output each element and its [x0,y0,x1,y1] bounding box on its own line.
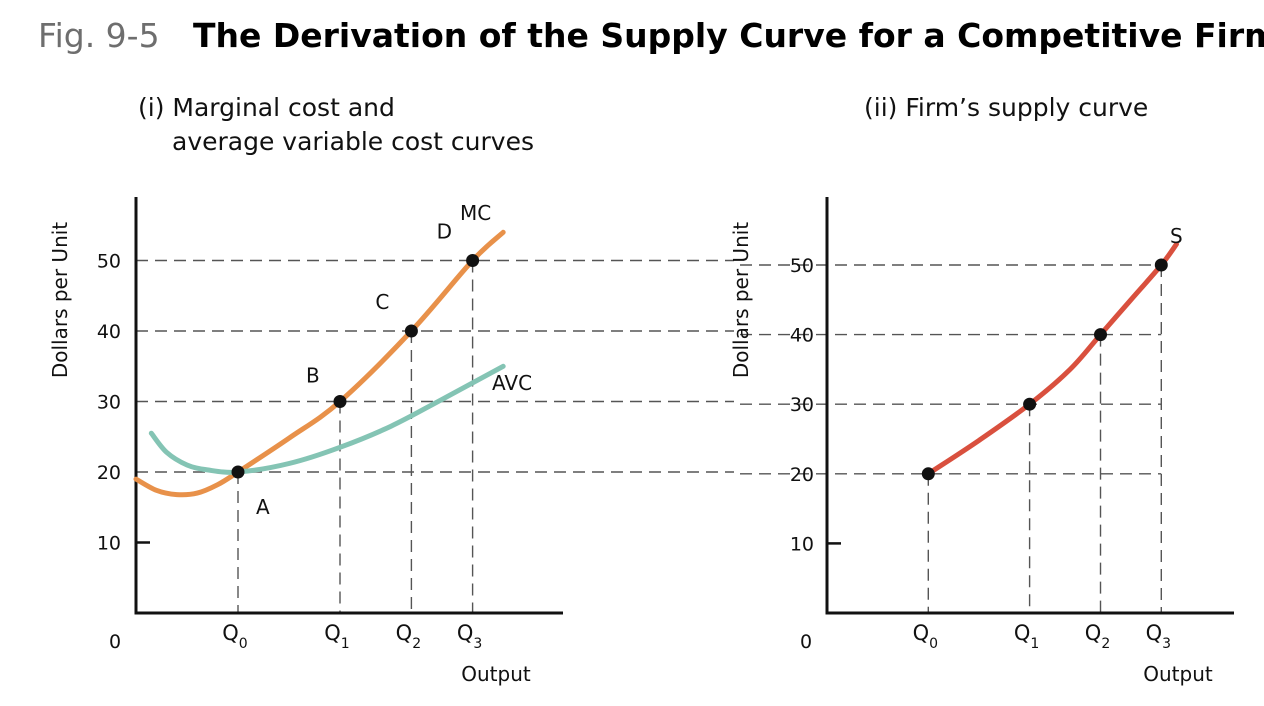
point-label-a: A [256,495,270,519]
x-tick-label-q1: Q1 [324,621,349,652]
y-tick-label-30: 30 [97,392,121,414]
x-tick-label-q2: Q2 [396,621,421,652]
figure-number: Fig. 9-5 [38,16,160,55]
point-label-c: C [375,290,389,314]
series-s-label: S [1170,224,1183,248]
x-tick-label-q0: Q0 [913,621,938,652]
panel-i-axes [134,197,563,615]
point-2 [1094,328,1108,342]
panel-ii-points [921,258,1168,481]
series-mc-curve [133,229,506,498]
panel-ii-x-axis-label: Output [1143,662,1213,686]
point-label-d: D [437,220,452,244]
point-d [466,254,480,267]
point-b [333,395,347,408]
series-avc-curve [148,363,506,475]
point-0 [921,467,935,481]
panel-i-x-axis-label: Output [461,662,531,686]
panel-ii-x-ticks: Q0 Q1 Q2 Q3 [913,621,1171,652]
point-3 [1154,258,1168,272]
y-tick-label-20: 20 [790,464,814,486]
point-c [404,324,418,338]
panel-i-x-ticks: Q0 Q1 Q2 Q3 [222,621,482,652]
y-tick-label-30: 30 [790,394,814,416]
panel-ii-y-ticks: 10 20 30 40 50 [790,255,841,555]
panel-i-y-ticks: 10 20 30 40 50 [97,251,150,555]
panel-i-series: MC AVC [133,201,532,498]
panel-ii-origin-label: 0 [800,631,812,653]
y-tick-label-50: 50 [790,255,814,277]
series-mc-label: MC [460,201,491,225]
panel-i-title-line-1: (i) Marginal cost and [138,93,395,122]
point-1 [1023,397,1037,411]
y-tick-label-50: 50 [97,251,121,273]
panel-ii-title: (ii) Firm’s supply curve [864,93,1148,122]
panel-i-points: A B C D [231,220,480,519]
figure-title: The Derivation of the Supply Curve for a… [193,16,1264,55]
x-tick-label-q0: Q0 [222,621,247,652]
panel-ii-y-axis-label: Dollars per Unit [729,222,753,378]
panel-i-title-line-2: average variable cost curves [172,127,534,156]
panel-ii-guides [740,264,1162,613]
panel-ii-axes [825,197,1234,615]
panel-ii-series: S [925,224,1183,477]
x-tick-label-q3: Q3 [457,621,482,652]
panel-mc-avc: (i) Marginal cost and average variable c… [48,93,734,686]
point-a [231,465,245,479]
series-s-curve [925,241,1179,477]
x-tick-label-q2: Q2 [1085,621,1110,652]
panel-supply: (ii) Firm’s supply curve Dollars per Uni… [729,93,1234,686]
y-tick-label-20: 20 [97,462,121,484]
panel-i-y-axis-label: Dollars per Unit [48,222,72,378]
y-tick-label-40: 40 [97,321,121,343]
point-label-b: B [306,364,320,388]
y-tick-label-40: 40 [790,325,814,347]
panel-i-guides [136,259,734,613]
x-tick-label-q1: Q1 [1014,621,1039,652]
x-tick-label-q3: Q3 [1146,621,1171,652]
series-avc-label: AVC [492,371,532,395]
y-tick-label-10: 10 [97,533,121,555]
y-tick-label-10: 10 [790,533,814,555]
panel-i-origin-label: 0 [109,631,121,653]
